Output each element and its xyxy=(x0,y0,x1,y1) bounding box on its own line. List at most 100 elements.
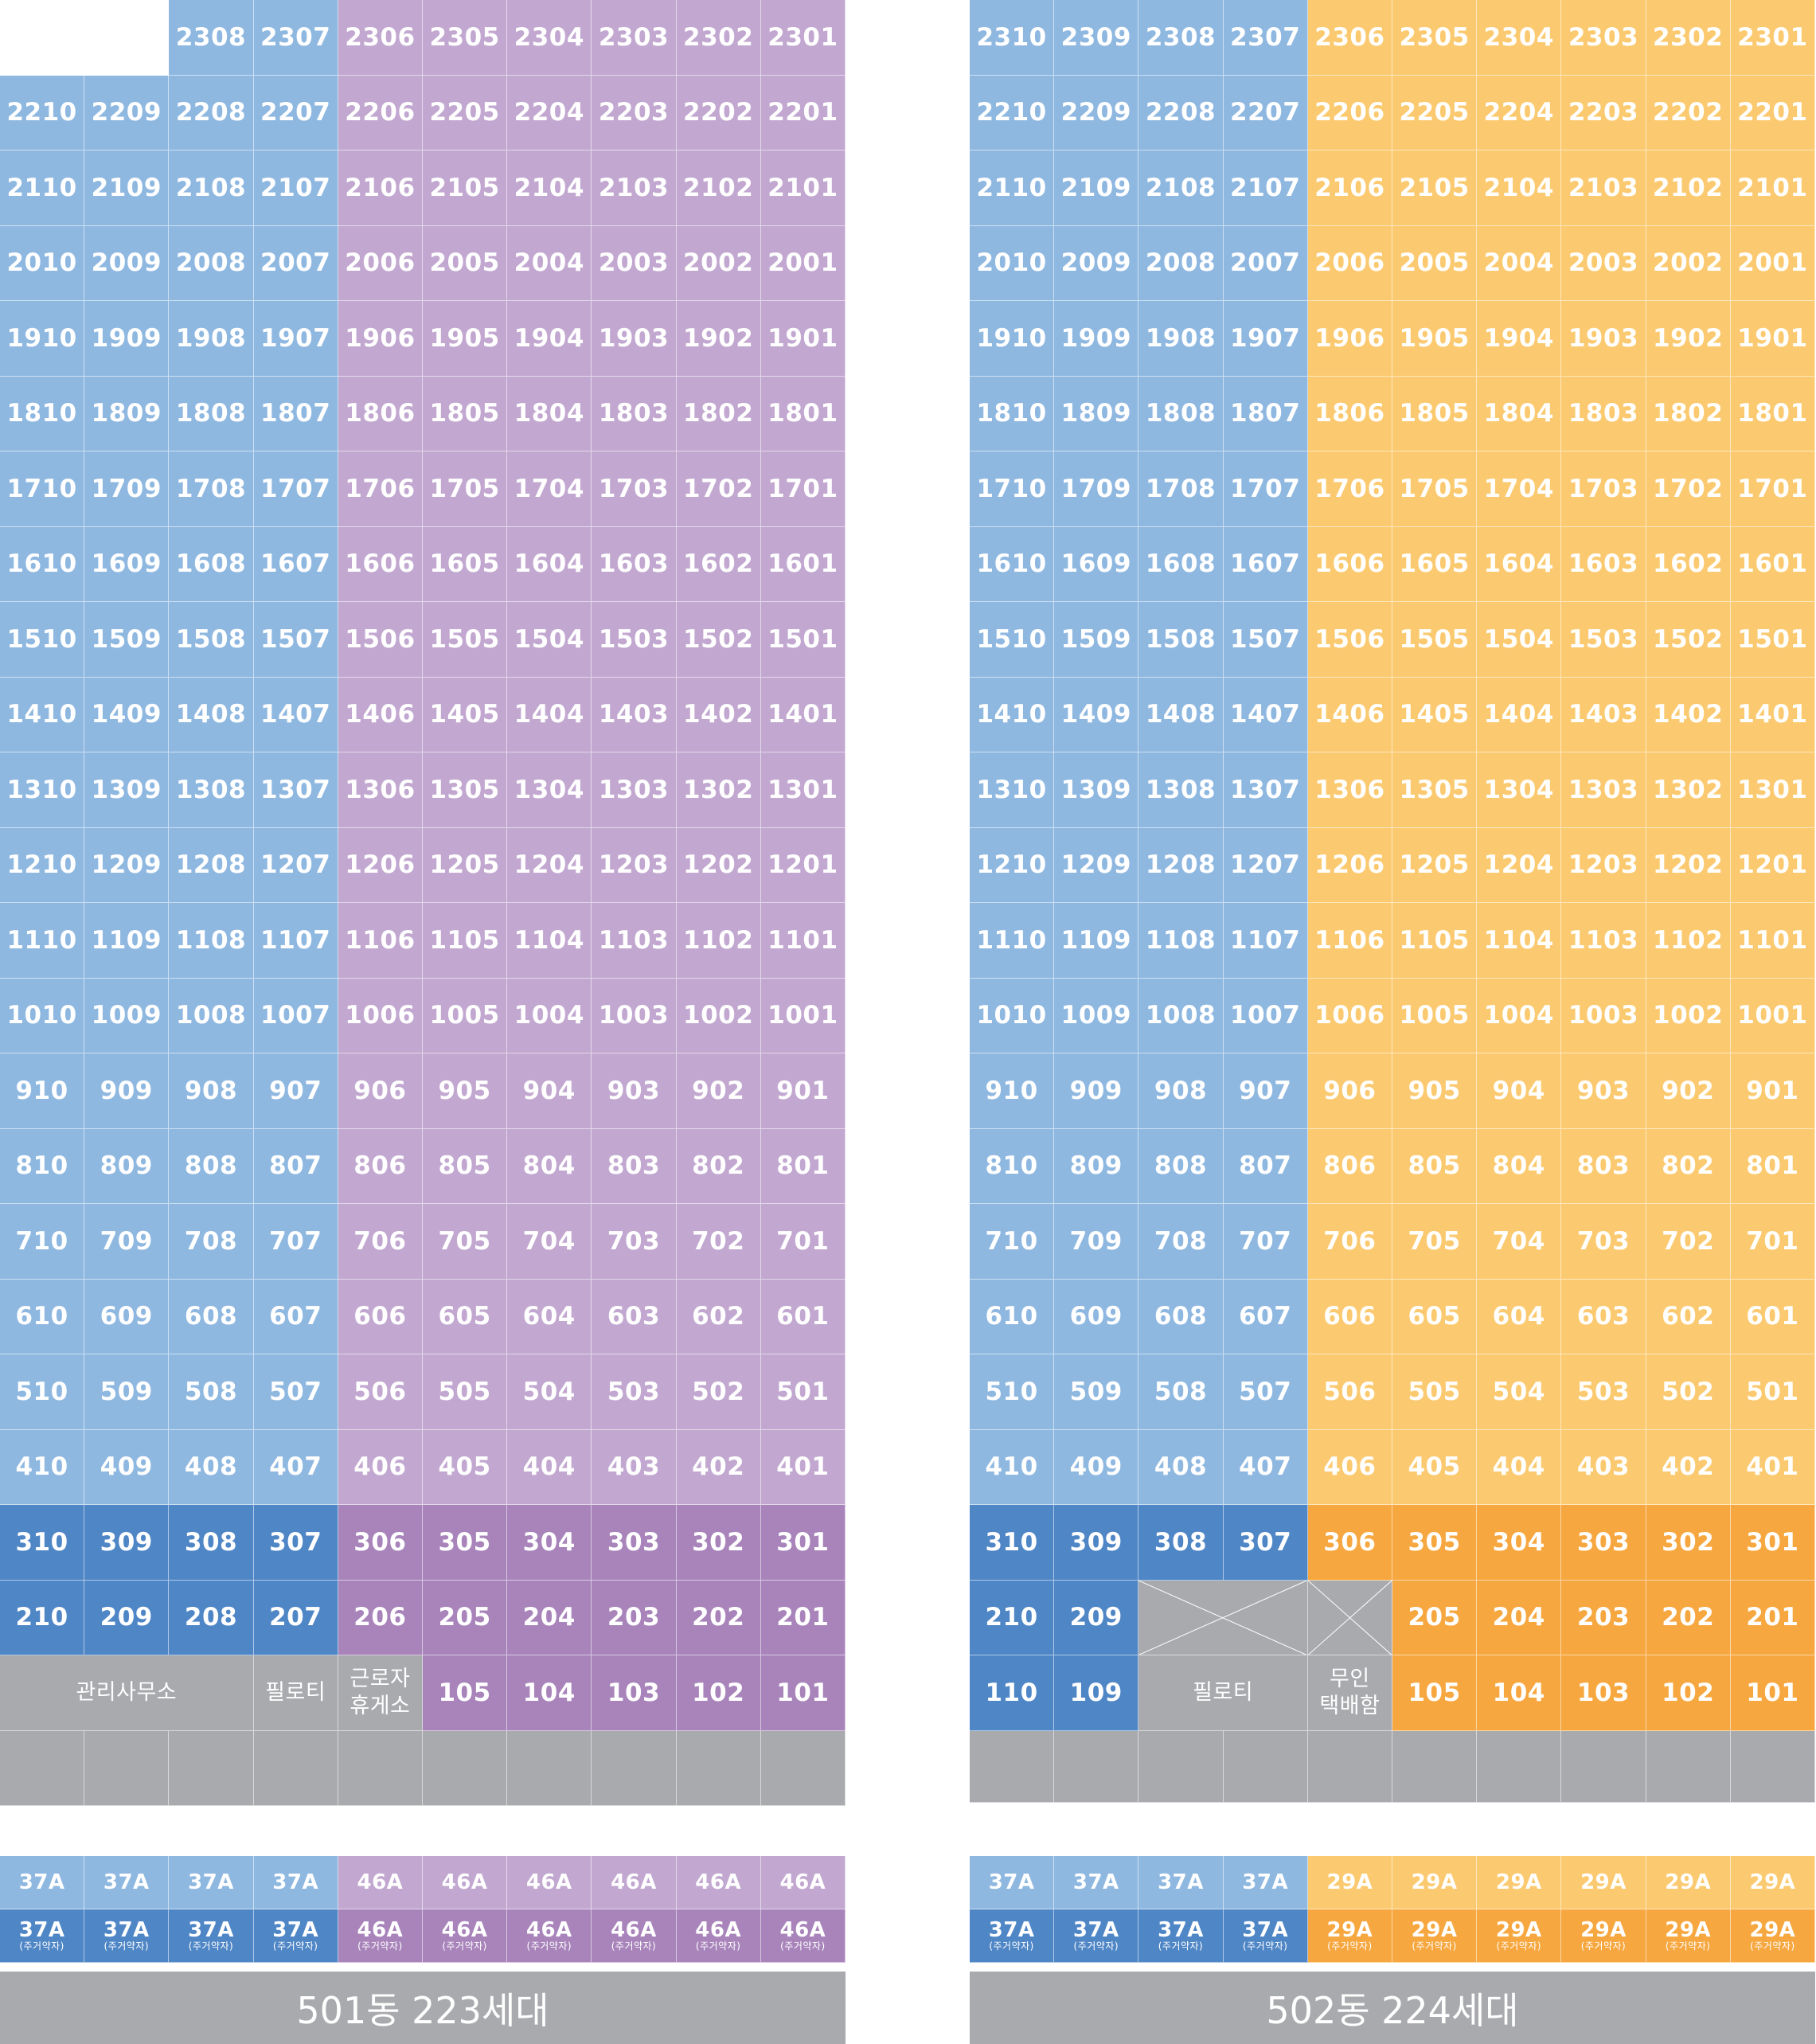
unit-1710: 1710 xyxy=(970,451,1055,527)
unit-1610: 1610 xyxy=(970,526,1055,602)
unit-2107: 2107 xyxy=(253,150,338,226)
unit-2303: 2303 xyxy=(592,0,677,76)
unit-603: 603 xyxy=(1561,1279,1646,1354)
unit-1105: 1105 xyxy=(1392,903,1478,979)
unit-610: 610 xyxy=(0,1279,85,1354)
unit-2003: 2003 xyxy=(592,225,677,301)
legend-type-label: 29A xyxy=(1495,1918,1542,1942)
unit-1709: 1709 xyxy=(1054,451,1139,527)
unit-1204: 1204 xyxy=(1477,827,1562,903)
unit-909: 909 xyxy=(1054,1053,1139,1129)
unit-404: 404 xyxy=(1477,1429,1562,1505)
unit-307: 307 xyxy=(1223,1505,1308,1581)
unit-801: 801 xyxy=(1730,1128,1815,1204)
legend-note: (주거약자) xyxy=(695,1940,741,1952)
type-legend-501: 37A 37A 37A 37A 46A 46A 46A 46A 46A 46A 37A (주거약자) 3… xyxy=(0,1856,846,1963)
legend-type-elderly-29A: 29A (주거약자) xyxy=(1561,1909,1646,1963)
unit-2009: 2009 xyxy=(1054,225,1139,301)
unit-1108: 1108 xyxy=(169,903,254,979)
building-label-501: 501동 223세대 xyxy=(0,1972,846,2044)
unit-2004: 2004 xyxy=(1477,225,1562,301)
unit-1001: 1001 xyxy=(1730,978,1815,1053)
unit-707: 707 xyxy=(1223,1204,1308,1280)
facility-cell: 관리사무소 xyxy=(0,1655,254,1731)
unit-1805: 1805 xyxy=(1392,376,1478,451)
legend-note: (주거약자) xyxy=(1158,1940,1204,1952)
unit-901: 901 xyxy=(1730,1053,1815,1129)
unit-1402: 1402 xyxy=(1646,677,1731,752)
unit-1809: 1809 xyxy=(1054,376,1139,451)
unit-709: 709 xyxy=(84,1204,170,1280)
unit-1810: 1810 xyxy=(970,376,1055,451)
base-cell xyxy=(507,1730,592,1806)
unit-1901: 1901 xyxy=(1730,301,1815,377)
unit-2308: 2308 xyxy=(169,0,254,76)
unit-1807: 1807 xyxy=(253,376,338,451)
unit-410: 410 xyxy=(0,1429,85,1505)
unit-2109: 2109 xyxy=(84,150,170,226)
unit-1003: 1003 xyxy=(1561,978,1646,1053)
unit-2207: 2207 xyxy=(253,75,338,150)
unit-309: 309 xyxy=(1054,1505,1139,1581)
unit-2206: 2206 xyxy=(338,75,423,150)
unit-510: 510 xyxy=(970,1354,1055,1430)
legend-type-label: 46A xyxy=(525,1918,572,1942)
unit-1202: 1202 xyxy=(1646,827,1731,903)
unit-1507: 1507 xyxy=(1223,602,1308,678)
unit-1509: 1509 xyxy=(84,602,170,678)
unit-602: 602 xyxy=(1646,1279,1731,1354)
legend-type-elderly-29A: 29A (주거약자) xyxy=(1477,1909,1562,1963)
legend-type-29A: 29A xyxy=(1561,1856,1646,1909)
unit-706: 706 xyxy=(338,1204,423,1280)
unit-606: 606 xyxy=(1307,1279,1392,1354)
unit-1904: 1904 xyxy=(507,301,592,377)
unit-1802: 1802 xyxy=(1646,376,1731,451)
unit-2206: 2206 xyxy=(1307,75,1392,150)
unit-307: 307 xyxy=(253,1505,338,1581)
unit-409: 409 xyxy=(84,1429,170,1505)
unit-510: 510 xyxy=(0,1354,85,1430)
unit-2208: 2208 xyxy=(169,75,254,150)
unit-1604: 1604 xyxy=(507,526,592,602)
unit-803: 803 xyxy=(1561,1128,1646,1204)
unit-302: 302 xyxy=(1646,1505,1731,1581)
unit-308: 308 xyxy=(1138,1505,1224,1581)
unit-206: 206 xyxy=(338,1580,423,1655)
unit-203: 203 xyxy=(1561,1580,1646,1655)
legend-note: (주거약자) xyxy=(780,1940,826,1952)
unit-1409: 1409 xyxy=(84,677,170,752)
legend-type-elderly-46A: 46A (주거약자) xyxy=(338,1909,423,1963)
legend-type-37A: 37A xyxy=(169,1856,254,1909)
unit-706: 706 xyxy=(1307,1204,1392,1280)
unit-702: 702 xyxy=(1646,1204,1731,1280)
legend-note: (주거약자) xyxy=(1665,1940,1711,1952)
unit-1906: 1906 xyxy=(338,301,423,377)
unit-1709: 1709 xyxy=(84,451,170,527)
legend-note: (주거약자) xyxy=(272,1940,318,1952)
unit-1808: 1808 xyxy=(1138,376,1224,451)
unit-607: 607 xyxy=(1223,1279,1308,1354)
building-label-502: 502동 224세대 xyxy=(970,1972,1815,2044)
base-cell xyxy=(1646,1730,1731,1803)
unit-502: 502 xyxy=(1646,1354,1731,1430)
unit-404: 404 xyxy=(507,1429,592,1505)
unit-202: 202 xyxy=(1646,1580,1731,1655)
unit-809: 809 xyxy=(84,1128,170,1204)
unit-1710: 1710 xyxy=(0,451,85,527)
unit-101: 101 xyxy=(760,1655,846,1731)
unit-310: 310 xyxy=(0,1505,85,1581)
legend-note: (주거약자) xyxy=(188,1940,234,1952)
unit-209: 209 xyxy=(84,1580,170,1655)
unit-810: 810 xyxy=(970,1128,1055,1204)
unit-1906: 1906 xyxy=(1307,301,1392,377)
unit-1407: 1407 xyxy=(1223,677,1308,752)
unit-1404: 1404 xyxy=(507,677,592,752)
unit-2301: 2301 xyxy=(1730,0,1815,76)
unit-709: 709 xyxy=(1054,1204,1139,1280)
unit-2209: 2209 xyxy=(1054,75,1139,150)
legend-type-elderly-37A: 37A (주거약자) xyxy=(970,1909,1055,1963)
unit-1306: 1306 xyxy=(1307,752,1392,828)
unit-1302: 1302 xyxy=(1646,752,1731,828)
legend-type-elderly-46A: 46A (주거약자) xyxy=(676,1909,761,1963)
base-cell xyxy=(1138,1730,1224,1803)
